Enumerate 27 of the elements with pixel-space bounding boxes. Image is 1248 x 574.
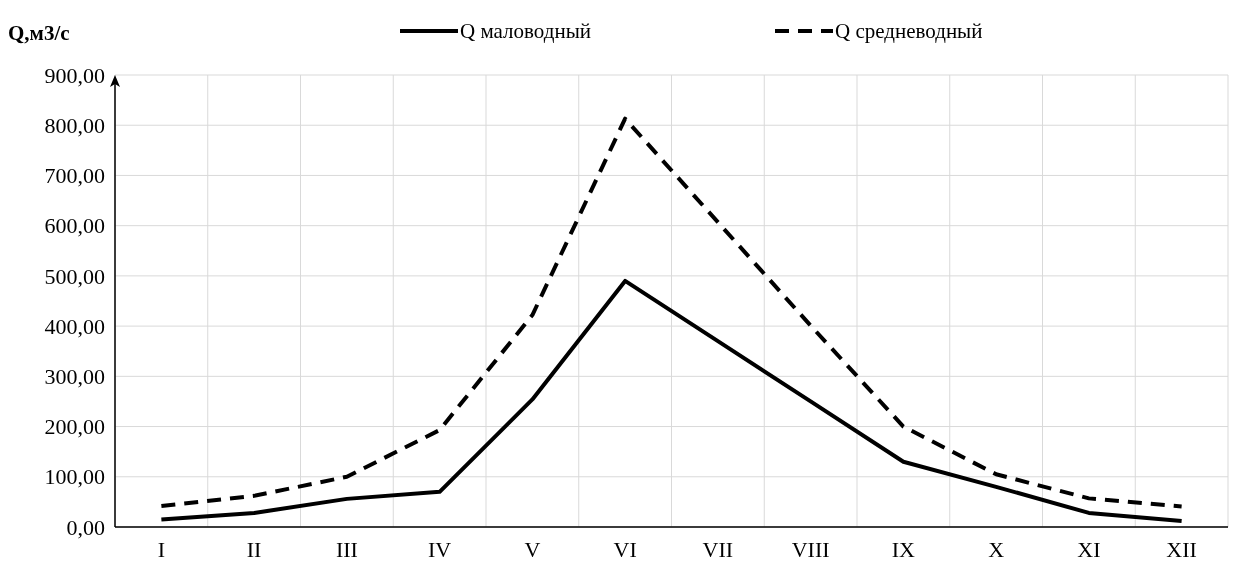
legend-label: Q средневодный bbox=[835, 19, 983, 43]
y-tick-label: 700,00 bbox=[44, 163, 105, 189]
legend-label: Q маловодный bbox=[460, 19, 591, 43]
x-tick-label: V bbox=[524, 537, 541, 562]
y-tick-label: 800,00 bbox=[44, 112, 105, 138]
x-tick-label: XI bbox=[1077, 537, 1101, 562]
x-tick-label: X bbox=[988, 537, 1005, 562]
x-tick-label: VII bbox=[702, 537, 734, 562]
y-tick-label: 300,00 bbox=[44, 364, 105, 390]
x-tick-label: VIII bbox=[791, 537, 830, 562]
x-tick-label: VI bbox=[613, 537, 637, 562]
x-tick-label: XII bbox=[1166, 537, 1197, 562]
line-series bbox=[159, 278, 1184, 523]
x-tick-label: I bbox=[157, 537, 166, 562]
x-tick-label: II bbox=[246, 537, 262, 562]
x-tick-label: IX bbox=[891, 537, 916, 562]
line-series bbox=[159, 116, 1184, 509]
y-tick-label: 200,00 bbox=[44, 414, 105, 440]
x-tick-label: IV bbox=[428, 537, 452, 562]
y-tick-label: 600,00 bbox=[44, 213, 105, 239]
y-axis-title: Q,м3/с bbox=[8, 21, 70, 45]
y-tick-label: 500,00 bbox=[44, 263, 105, 289]
y-tick-label: 100,00 bbox=[44, 464, 105, 490]
x-tick-label: III bbox=[335, 537, 358, 562]
y-tick-label: 400,00 bbox=[44, 313, 105, 339]
y-tick-label: 900,00 bbox=[44, 62, 105, 88]
y-tick-label: 0,00 bbox=[66, 514, 105, 540]
